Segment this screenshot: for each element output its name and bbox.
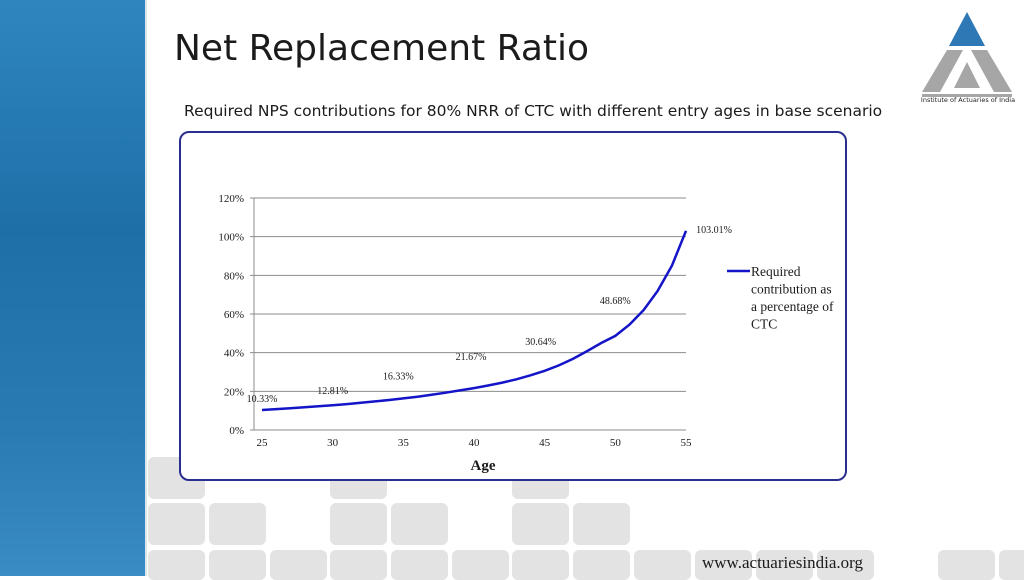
data-label: 10.33% <box>247 394 278 405</box>
decor-tile <box>270 550 327 580</box>
legend-text-line: a percentage of <box>751 299 834 314</box>
decor-tile <box>817 550 874 580</box>
decor-tile <box>573 550 630 580</box>
logo-right-shape <box>971 50 1012 92</box>
line-chart: 0% 20% 40% 60% 80% 100% 120% 25 30 35 40 45 50 55 10… <box>218 193 834 474</box>
legend: Required contribution as a percentage of CT… <box>727 264 834 332</box>
series-line-required-contribution <box>261 230 688 412</box>
decor-tile <box>573 503 630 545</box>
decor-tile <box>391 503 448 545</box>
decor-tile <box>452 550 509 580</box>
x-axis-label: Age <box>471 458 496 474</box>
decor-tile <box>148 550 205 580</box>
decor-tile <box>209 550 266 580</box>
x-tick-label: 55 <box>681 437 693 449</box>
y-tick-label: 80% <box>224 270 244 282</box>
chart-frame <box>179 131 847 481</box>
decor-tile <box>391 550 448 580</box>
decor-tile <box>512 503 569 545</box>
gridlines <box>250 197 686 431</box>
decor-tile <box>330 550 387 580</box>
decor-tile <box>938 550 995 580</box>
x-tick-label: 45 <box>539 437 551 449</box>
decor-tile <box>512 550 569 580</box>
logo-center-shape <box>954 62 980 88</box>
data-label: 103.01% <box>696 225 732 236</box>
decor-tile <box>756 550 813 580</box>
slide-title: Net Replacement Ratio <box>174 28 590 69</box>
data-label: 21.67% <box>456 352 487 363</box>
logo-left-shape <box>922 50 963 92</box>
x-tick-label: 35 <box>398 437 410 449</box>
y-tick-label: 40% <box>224 348 244 360</box>
data-label: 30.64% <box>525 337 556 348</box>
logo-top-triangle <box>949 12 985 46</box>
decor-tile <box>148 503 205 545</box>
legend-text-line: Required <box>751 264 801 279</box>
x-tick-label: 50 <box>610 437 622 449</box>
x-tick-label: 25 <box>257 437 269 449</box>
data-label: 16.33% <box>383 371 414 382</box>
y-tick-label: 100% <box>218 232 244 244</box>
y-tick-label: 0% <box>229 425 244 437</box>
y-tick-label: 60% <box>224 309 244 321</box>
chart-subtitle: Required NPS contributions for 80% NRR o… <box>184 102 883 120</box>
decor-tile <box>999 550 1024 580</box>
triangle-logo-icon <box>922 12 1012 97</box>
y-tick-label: 20% <box>224 386 244 398</box>
decor-tile <box>695 550 752 580</box>
data-labels: 10.33% 12.81% 16.33% 21.67% 30.64% 48.68% 103.… <box>247 225 732 405</box>
data-label: 48.68% <box>600 296 631 307</box>
x-tick-labels: 25 30 35 40 45 50 55 <box>257 437 693 449</box>
legend-text-line: CTC <box>751 317 777 332</box>
x-tick-label: 30 <box>327 437 339 449</box>
decor-tile <box>634 550 691 580</box>
data-label: 12.81% <box>317 386 348 397</box>
legend-text-line: contribution as <box>751 282 832 297</box>
x-tick-label: 40 <box>469 437 481 449</box>
footer-url[interactable]: www.actuariesindia.org <box>702 553 863 572</box>
y-tick-label: 120% <box>218 193 244 205</box>
y-tick-labels: 0% 20% 40% 60% 80% 100% 120% <box>218 193 244 437</box>
decor-tile <box>330 503 387 545</box>
decor-tile <box>209 503 266 545</box>
logo-base <box>922 94 1012 97</box>
logo-text: Institute of Actuaries of India <box>920 96 1016 104</box>
left-accent-band <box>0 0 147 576</box>
